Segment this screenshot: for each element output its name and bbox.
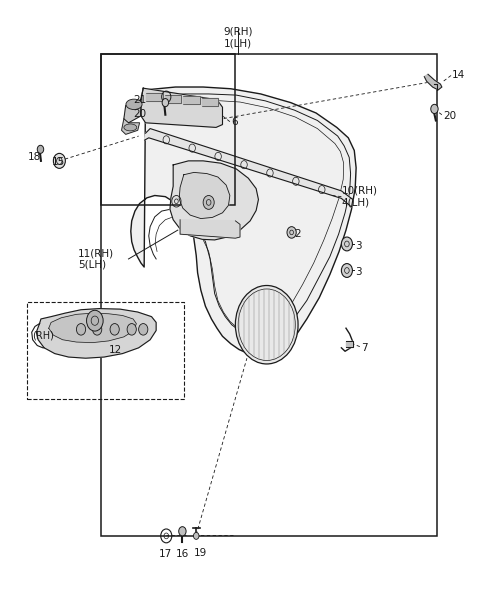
Polygon shape: [49, 313, 136, 343]
Text: 7: 7: [361, 343, 367, 353]
Circle shape: [76, 323, 85, 335]
Text: 15: 15: [52, 157, 65, 167]
Circle shape: [86, 310, 103, 331]
Text: 19: 19: [194, 548, 207, 558]
Circle shape: [431, 105, 438, 114]
Text: 9(RH)
1(LH): 9(RH) 1(LH): [223, 26, 252, 48]
Circle shape: [139, 323, 148, 335]
Circle shape: [110, 323, 119, 335]
Text: 2: 2: [294, 229, 300, 239]
Circle shape: [287, 227, 296, 238]
Polygon shape: [179, 172, 230, 219]
Text: 11(RH)
5(LH): 11(RH) 5(LH): [78, 248, 114, 270]
Circle shape: [341, 264, 352, 278]
Text: 16: 16: [176, 549, 189, 560]
Circle shape: [235, 285, 298, 364]
Polygon shape: [144, 129, 353, 207]
Circle shape: [203, 195, 214, 209]
Text: 14: 14: [452, 70, 465, 81]
Text: 21: 21: [133, 95, 146, 105]
Ellipse shape: [124, 124, 137, 131]
Circle shape: [127, 323, 136, 335]
Text: 12: 12: [108, 344, 122, 355]
Circle shape: [53, 153, 65, 168]
Polygon shape: [165, 94, 181, 103]
Polygon shape: [346, 341, 353, 347]
Polygon shape: [183, 96, 200, 105]
Text: 20: 20: [133, 109, 146, 118]
Polygon shape: [180, 220, 240, 238]
Polygon shape: [124, 88, 143, 123]
Text: 3: 3: [355, 240, 362, 251]
Text: 6: 6: [231, 117, 238, 127]
Circle shape: [179, 526, 186, 536]
Polygon shape: [36, 308, 156, 358]
Polygon shape: [121, 119, 140, 135]
Polygon shape: [146, 93, 163, 101]
Polygon shape: [202, 98, 218, 106]
Text: 3: 3: [355, 267, 362, 276]
Polygon shape: [170, 161, 258, 240]
Circle shape: [341, 237, 352, 251]
Polygon shape: [141, 88, 223, 127]
Text: 20: 20: [443, 111, 456, 121]
Ellipse shape: [126, 99, 142, 109]
Text: (RH): (RH): [32, 330, 54, 340]
Polygon shape: [131, 87, 356, 355]
Circle shape: [193, 532, 199, 539]
Circle shape: [162, 99, 168, 106]
Polygon shape: [424, 75, 442, 90]
Circle shape: [93, 323, 102, 335]
Text: 18: 18: [28, 153, 41, 162]
Text: 10(RH)
4(LH): 10(RH) 4(LH): [341, 186, 377, 207]
Text: 17: 17: [159, 549, 172, 560]
Circle shape: [37, 145, 44, 153]
